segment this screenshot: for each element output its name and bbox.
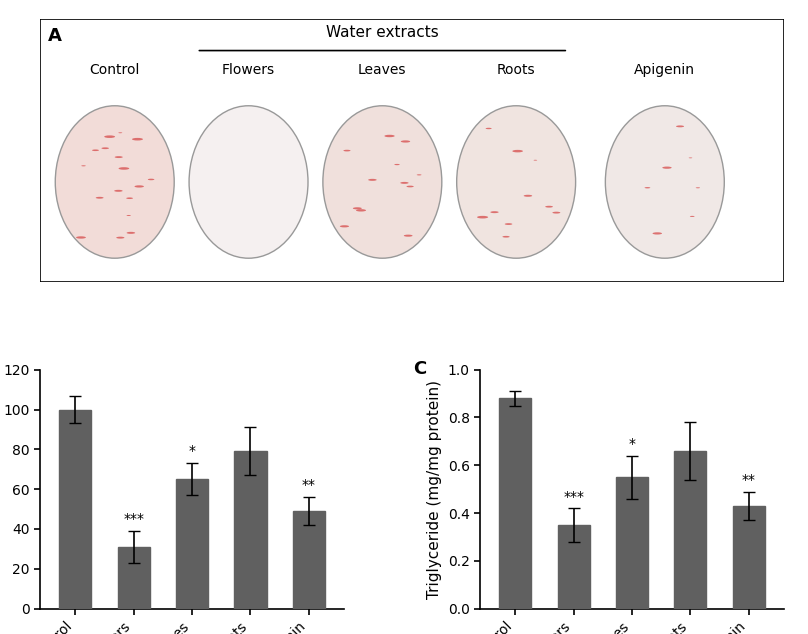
Ellipse shape — [653, 232, 662, 235]
Ellipse shape — [645, 187, 650, 188]
Bar — [499, 398, 532, 609]
Ellipse shape — [690, 216, 695, 217]
Ellipse shape — [696, 187, 700, 188]
Ellipse shape — [417, 174, 422, 176]
Bar — [558, 525, 590, 609]
Text: A: A — [48, 27, 61, 45]
Bar — [733, 506, 765, 609]
Ellipse shape — [95, 197, 103, 198]
Ellipse shape — [505, 223, 512, 225]
Text: Flowers: Flowers — [222, 63, 275, 77]
Bar — [292, 511, 325, 609]
Bar — [59, 410, 91, 609]
Ellipse shape — [663, 167, 671, 169]
Ellipse shape — [404, 235, 413, 236]
Text: C: C — [414, 360, 427, 378]
Ellipse shape — [353, 207, 362, 209]
Ellipse shape — [102, 147, 109, 149]
Ellipse shape — [385, 135, 394, 137]
Ellipse shape — [323, 106, 442, 258]
Text: ***: *** — [563, 489, 584, 503]
Ellipse shape — [116, 236, 124, 238]
Text: *: * — [188, 444, 196, 458]
Ellipse shape — [126, 197, 133, 199]
Bar — [234, 451, 267, 609]
Ellipse shape — [340, 225, 349, 228]
Ellipse shape — [104, 136, 115, 138]
Bar — [675, 451, 706, 609]
Ellipse shape — [356, 209, 366, 212]
Ellipse shape — [127, 215, 131, 216]
Ellipse shape — [688, 157, 692, 158]
Ellipse shape — [605, 106, 724, 258]
Ellipse shape — [134, 185, 144, 188]
Ellipse shape — [486, 128, 492, 129]
Ellipse shape — [115, 156, 123, 158]
Text: Apigenin: Apigenin — [634, 63, 696, 77]
Text: ***: *** — [124, 512, 145, 526]
Text: **: ** — [742, 473, 755, 487]
Ellipse shape — [406, 186, 414, 187]
Ellipse shape — [457, 106, 575, 258]
Ellipse shape — [343, 150, 351, 152]
Ellipse shape — [512, 150, 523, 152]
Ellipse shape — [400, 182, 409, 184]
Ellipse shape — [553, 212, 560, 214]
Y-axis label: Triglyceride (mg/mg protein): Triglyceride (mg/mg protein) — [427, 380, 442, 598]
Text: Water extracts: Water extracts — [326, 25, 439, 40]
Ellipse shape — [148, 179, 154, 180]
Bar — [118, 547, 149, 609]
Ellipse shape — [76, 236, 86, 238]
Bar — [176, 479, 208, 609]
Ellipse shape — [127, 232, 135, 234]
Ellipse shape — [524, 195, 532, 197]
Ellipse shape — [55, 106, 175, 258]
Ellipse shape — [545, 206, 553, 207]
Ellipse shape — [477, 216, 488, 219]
Text: *: * — [629, 437, 636, 451]
Ellipse shape — [119, 167, 129, 170]
Ellipse shape — [368, 179, 377, 181]
Ellipse shape — [92, 150, 99, 151]
Ellipse shape — [114, 190, 123, 192]
Text: Leaves: Leaves — [358, 63, 406, 77]
Text: Roots: Roots — [497, 63, 536, 77]
Ellipse shape — [401, 140, 410, 143]
FancyBboxPatch shape — [40, 19, 784, 282]
Ellipse shape — [132, 138, 143, 141]
Ellipse shape — [82, 165, 86, 166]
Text: Control: Control — [90, 63, 140, 77]
Ellipse shape — [189, 106, 308, 258]
Ellipse shape — [676, 126, 684, 127]
Ellipse shape — [503, 236, 510, 238]
Bar — [616, 477, 648, 609]
Text: **: ** — [302, 478, 316, 492]
Ellipse shape — [490, 211, 499, 213]
Ellipse shape — [394, 164, 400, 165]
